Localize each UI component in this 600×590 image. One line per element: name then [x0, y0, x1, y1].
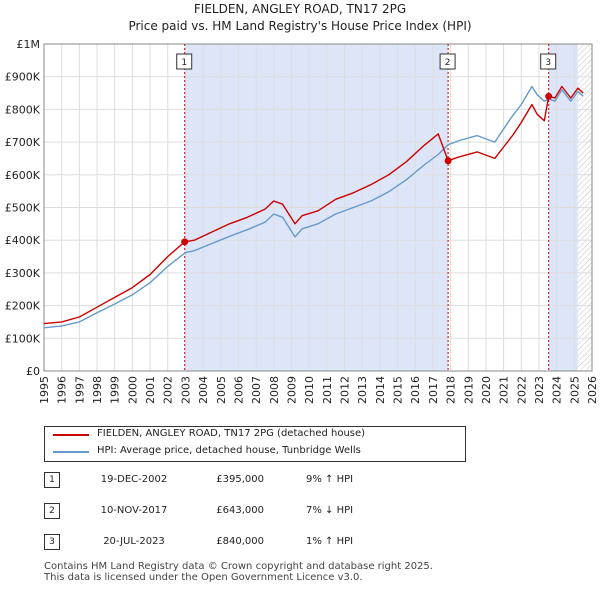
chart-subtitle: Price paid vs. HM Land Registry's House … — [128, 19, 472, 33]
sale-hpi-change: 9% ↑ HPI — [306, 474, 354, 485]
sales-table: 1 19-DEC-2002 £395,000 9% ↑ HPI 2 10-NOV… — [44, 472, 464, 565]
sale-price: £840,000 — [216, 536, 264, 547]
x-tick-label: 2015 — [392, 376, 405, 404]
y-tick-label: £400K — [5, 234, 41, 247]
sale-number-badge: 3 — [44, 534, 60, 550]
x-tick-label: 1999 — [109, 376, 122, 404]
x-tick-label: 2023 — [533, 376, 546, 404]
sale-label: 1 — [181, 58, 187, 68]
sale-label-box — [540, 53, 557, 70]
x-tick-label: 2022 — [515, 376, 528, 404]
x-tick-label: 2012 — [339, 376, 352, 404]
y-tick-label: £300K — [5, 267, 41, 280]
sale-number-badge: 1 — [44, 472, 60, 488]
x-tick-label: 2020 — [480, 376, 493, 404]
x-tick-label: 2011 — [321, 376, 334, 404]
sale-date: 20-JUL-2023 — [103, 536, 165, 547]
x-tick-label: 2026 — [586, 376, 599, 404]
legend-label-hpi: HPI: Average price, detached house, Tunb… — [97, 445, 361, 456]
x-tick-label: 2024 — [551, 376, 564, 404]
y-tick-label: £1M — [17, 38, 41, 51]
table-row: 2 10-NOV-2017 £643,000 7% ↓ HPI — [44, 503, 464, 534]
x-tick-label: 2009 — [285, 376, 298, 404]
sale-label: 2 — [445, 58, 451, 68]
x-tick-label: 2013 — [356, 376, 369, 404]
sale-label-box — [439, 53, 456, 70]
sale-label-box — [176, 53, 193, 70]
x-tick-label: 2017 — [427, 376, 440, 404]
y-tick-label: £0 — [26, 365, 40, 378]
footer-copyright: Contains HM Land Registry data © Crown c… — [44, 561, 433, 572]
x-tick-label: 2003 — [179, 376, 192, 404]
sale-hpi-change: 1% ↑ HPI — [306, 536, 354, 547]
x-tick-label: 2016 — [409, 376, 422, 404]
x-tick-label: 1998 — [91, 376, 104, 404]
price-chart: 1 2 3 £0 £100K £200K £300K £400K £500K £600K £700K… — [5, 38, 599, 404]
x-tick-label: 2010 — [303, 376, 316, 404]
sale-hpi-change: 7% ↓ HPI — [306, 505, 354, 516]
sale-label: 3 — [545, 58, 551, 68]
x-tick-label: 2005 — [215, 376, 228, 404]
plot-border — [43, 43, 593, 372]
x-tick-label: 2025 — [568, 376, 581, 404]
x-tick-label: 2007 — [250, 376, 263, 404]
legend-swatch-hpi — [53, 451, 89, 453]
footer: Contains HM Land Registry data © Crown c… — [44, 561, 433, 583]
y-tick-label: £600K — [5, 169, 41, 182]
sale-date: 10-NOV-2017 — [100, 505, 168, 516]
legend: FIELDEN, ANGLEY ROAD, TN17 2PG (detached… — [44, 426, 466, 462]
sale-point — [181, 238, 189, 246]
legend-label-property: FIELDEN, ANGLEY ROAD, TN17 2PG (detached… — [97, 428, 366, 439]
x-tick-label: 2002 — [162, 376, 175, 404]
x-tick-label: 1996 — [56, 376, 69, 404]
property-price-line — [43, 85, 584, 325]
y-tick-label: £800K — [5, 103, 41, 116]
x-tick-label: 2006 — [232, 376, 245, 404]
x-tick-label: 2008 — [268, 376, 281, 404]
y-tick-label: £700K — [5, 136, 41, 149]
x-tick-label: 1995 — [38, 376, 51, 404]
hpi-line — [43, 85, 584, 329]
sale-point — [444, 157, 452, 165]
x-tick-label: 2021 — [498, 376, 511, 404]
x-tick-label: 2004 — [197, 376, 210, 404]
sale-date: 19-DEC-2002 — [100, 474, 168, 485]
table-row: 3 20-JUL-2023 £840,000 1% ↑ HPI — [44, 534, 464, 565]
sale-price: £643,000 — [216, 505, 264, 516]
table-row: 1 19-DEC-2002 £395,000 9% ↑ HPI — [44, 472, 464, 503]
y-tick-label: £200K — [5, 300, 41, 313]
x-tick-label: 2019 — [462, 376, 475, 404]
legend-swatch-property — [53, 434, 89, 436]
sale-point — [545, 92, 553, 100]
y-tick-label: £500K — [5, 202, 41, 215]
y-tick-label: £900K — [5, 71, 41, 84]
y-tick-label: £100K — [5, 332, 41, 345]
x-tick-label: 2018 — [445, 376, 458, 404]
chart-title: FIELDEN, ANGLEY ROAD, TN17 2PG — [193, 2, 407, 16]
x-tick-label: 1997 — [73, 376, 86, 404]
footer-licence: This data is licensed under the Open Gov… — [44, 572, 363, 583]
x-tick-label: 2014 — [374, 376, 387, 404]
sale-price: £395,000 — [216, 474, 264, 485]
x-tick-label: 2001 — [144, 376, 157, 404]
x-tick-label: 2000 — [126, 376, 139, 404]
sale-number-badge: 2 — [44, 503, 60, 519]
